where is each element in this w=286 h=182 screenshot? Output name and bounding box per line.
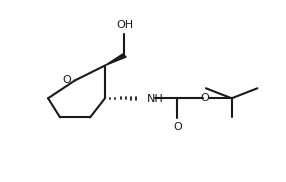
Text: NH: NH <box>147 94 164 104</box>
Text: O: O <box>173 122 182 132</box>
Text: O: O <box>200 93 209 103</box>
Text: OH: OH <box>116 20 134 30</box>
Polygon shape <box>105 54 126 66</box>
Text: O: O <box>62 75 71 84</box>
